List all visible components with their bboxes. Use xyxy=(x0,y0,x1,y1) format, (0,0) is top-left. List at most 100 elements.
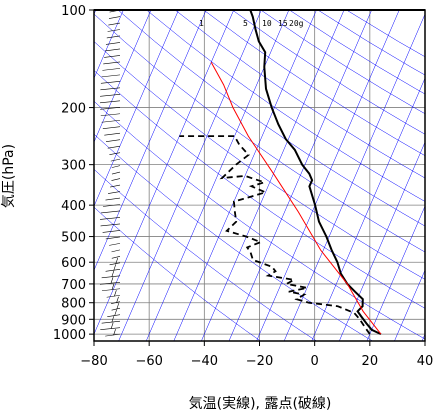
wind-barb xyxy=(101,74,121,78)
isotherm-line xyxy=(256,10,400,341)
wind-barb xyxy=(99,281,121,285)
x-tick-label: −20 xyxy=(246,354,273,369)
wind-barb-flag xyxy=(110,322,114,329)
wind-barb xyxy=(106,294,121,298)
wind-barb xyxy=(102,68,121,71)
wind-barb xyxy=(106,35,121,39)
y-tick-label: 900 xyxy=(61,313,86,328)
wind-barb xyxy=(111,171,121,175)
wind-barb xyxy=(104,132,121,136)
wind-barb xyxy=(100,210,121,214)
wind-barb xyxy=(99,100,121,104)
dry-adiabat-line xyxy=(94,70,425,309)
wind-barb xyxy=(105,269,121,272)
isotherm-line xyxy=(283,13,425,341)
wind-barb xyxy=(101,288,121,292)
x-axis-title: 気温(実線), 露点(破線) xyxy=(189,396,332,412)
grid-lines xyxy=(93,9,426,341)
wind-barb xyxy=(100,113,121,117)
y-tick-label: 400 xyxy=(61,199,86,214)
x-axis-ticks: −80 −60 −40 −20 0 20 40 xyxy=(80,341,433,369)
dry-adiabat-line xyxy=(260,10,425,115)
wind-barb xyxy=(100,87,121,91)
isotherm-line xyxy=(94,10,124,79)
wind-barb-flag xyxy=(110,277,114,284)
wind-barb xyxy=(102,204,121,207)
wind-barb xyxy=(101,119,121,123)
x-tick-label: −80 xyxy=(80,354,107,369)
wind-barb xyxy=(109,152,121,155)
sounding-series xyxy=(179,10,382,336)
isotherm-line xyxy=(94,10,207,271)
dry-adiabat-line xyxy=(94,133,373,341)
mixing-ratio-labels: 1 5 10 15 20g xyxy=(199,19,304,28)
wind-barb xyxy=(102,230,121,233)
wind-barb xyxy=(105,197,121,201)
wind-barb xyxy=(107,29,121,32)
wind-barb xyxy=(111,307,121,311)
x-tick-label: 20 xyxy=(362,354,379,369)
isotherm-line xyxy=(201,10,345,341)
wind-barb xyxy=(110,158,121,162)
wind-barb-flag xyxy=(111,270,115,277)
wind-barb xyxy=(100,223,121,227)
y-tick-label: 700 xyxy=(61,278,86,293)
wind-barb xyxy=(103,61,121,65)
wind-barb-flag xyxy=(114,309,117,316)
wind-barb-flag xyxy=(116,303,120,310)
wind-barb xyxy=(101,275,121,279)
wind-barb xyxy=(109,243,121,246)
isotherm-line xyxy=(94,10,234,335)
wind-barb xyxy=(110,184,121,188)
mixing-ratio-label: 5 xyxy=(243,19,248,28)
isotherm-line xyxy=(94,10,152,143)
wind-barb xyxy=(102,126,121,130)
wind-barb xyxy=(109,262,121,266)
y-tick-label: 800 xyxy=(61,297,86,312)
wind-barb xyxy=(104,55,121,58)
wind-barb xyxy=(105,236,121,240)
parcel-line xyxy=(210,62,382,335)
wind-barb-flag xyxy=(114,290,117,297)
wind-barb xyxy=(101,320,121,324)
wind-barb xyxy=(100,327,121,330)
y-tick-label: 100 xyxy=(61,4,86,19)
wind-barb xyxy=(111,249,121,253)
mixing-ratio-label: 1 xyxy=(199,19,204,28)
wind-barb xyxy=(107,314,121,317)
x-tick-label: −60 xyxy=(135,354,162,369)
dry-adiabat-line xyxy=(175,10,425,179)
dry-adiabat-line xyxy=(94,100,425,340)
dry-adiabat-line xyxy=(346,10,425,58)
isotherm-line xyxy=(145,10,290,341)
y-tick-label: 200 xyxy=(61,102,86,117)
temperature-line xyxy=(249,10,382,336)
dry-adiabat-line xyxy=(289,10,425,95)
y-tick-label: 500 xyxy=(61,231,86,246)
isotherm-line xyxy=(339,141,425,341)
wind-barb xyxy=(100,81,121,84)
wind-barb xyxy=(108,16,121,19)
isotherm-line xyxy=(366,205,425,341)
isotherm-line xyxy=(173,10,317,341)
wind-barb-flag xyxy=(113,264,117,271)
wind-barb xyxy=(107,145,121,149)
dry-adiabat-line xyxy=(117,10,425,227)
wind-barb-flag xyxy=(115,257,119,264)
mixing-ratio-label: 10 xyxy=(262,19,272,28)
wind-barb xyxy=(100,94,121,97)
wind-barb xyxy=(111,178,121,181)
dry-adiabat-line xyxy=(203,10,425,156)
wind-barb xyxy=(105,333,121,337)
x-tick-label: 0 xyxy=(311,354,319,369)
y-axis-title: 気圧(hPa) xyxy=(1,144,17,208)
wind-barb xyxy=(107,191,121,194)
dry-adiabat-line xyxy=(94,41,425,280)
mixing-ratio-label: 20g xyxy=(289,19,304,28)
wind-barb xyxy=(105,48,121,52)
y-tick-label: 1000 xyxy=(53,328,86,343)
wind-barb xyxy=(100,106,121,110)
wind-barb xyxy=(111,256,121,259)
